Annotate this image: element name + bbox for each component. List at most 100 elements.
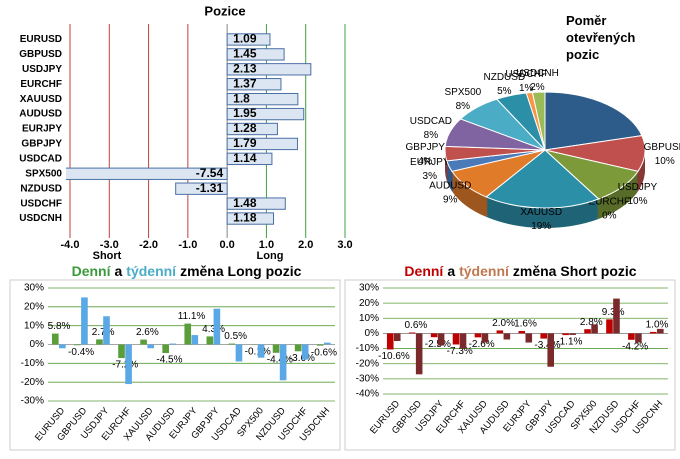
category-label: USDCNH xyxy=(19,213,62,224)
y-tick-label: 10% xyxy=(24,320,44,331)
y-tick-label: -20% xyxy=(21,377,44,388)
slice-label: AUDUSD xyxy=(429,180,471,191)
y-tick-label: -10% xyxy=(356,343,379,354)
value-label: 2.8% xyxy=(580,317,603,328)
title-part: týdenní xyxy=(126,263,177,279)
value-label: 1.37 xyxy=(233,76,257,90)
bar xyxy=(226,107,305,121)
value-label: 1.6% xyxy=(514,319,537,330)
category-label: XAUUSD xyxy=(20,94,62,105)
value-label: -7.3% xyxy=(447,346,473,357)
bar xyxy=(184,323,192,345)
bar xyxy=(226,197,286,210)
value-label: -0.4% xyxy=(68,347,94,358)
bar xyxy=(226,78,282,91)
bar xyxy=(59,344,66,349)
bar xyxy=(191,335,199,345)
category-label: AUDUSD xyxy=(19,109,62,120)
slice-label: USDCAD xyxy=(410,116,452,127)
chart-title: Pozice xyxy=(204,3,245,18)
bar xyxy=(118,344,125,359)
category-label: USDCAD xyxy=(19,153,62,164)
value-label: -10.6% xyxy=(378,351,410,362)
slice-value: 5% xyxy=(497,86,512,97)
panel xyxy=(344,279,676,451)
y-tick-label: 30% xyxy=(359,283,379,294)
bar xyxy=(657,328,664,334)
bar xyxy=(226,212,274,225)
slice-label: SPX500 xyxy=(445,87,482,98)
slice-value: 9% xyxy=(443,194,458,205)
pie-slice xyxy=(485,149,600,209)
value-label: -2.6% xyxy=(469,339,495,350)
slice-value: 3% xyxy=(423,171,438,182)
bar xyxy=(650,331,657,334)
slice-value: 19% xyxy=(531,221,551,232)
pie-title: Poměr otevřených pozic xyxy=(566,13,636,62)
bar xyxy=(562,333,569,336)
title-part: Denní xyxy=(404,263,444,279)
slice-label: GBPUSD xyxy=(644,142,680,153)
y-tick-label: 0% xyxy=(365,328,380,339)
value-label: -4.5% xyxy=(156,355,182,366)
bar xyxy=(66,167,228,180)
value-label: 2.0% xyxy=(492,318,515,329)
bar xyxy=(437,333,445,346)
bar xyxy=(147,344,154,349)
bar xyxy=(459,333,467,349)
category-label: NZDUSD xyxy=(20,183,62,194)
x-tick-label: 2.0 xyxy=(298,239,313,251)
value-label: 1.8 xyxy=(233,91,250,105)
panel xyxy=(9,279,341,451)
bar xyxy=(540,333,547,339)
x-tick-label: 3.0 xyxy=(337,239,352,251)
value-label: 0.5% xyxy=(224,331,247,342)
x-tick-label: -2.0 xyxy=(139,239,158,251)
value-label: 1.48 xyxy=(233,196,257,210)
value-label: 1.0% xyxy=(646,320,669,331)
x-tick-label: 0.0 xyxy=(219,239,234,251)
pie-slice xyxy=(531,91,546,151)
category-label: SPX500 xyxy=(25,168,62,179)
bar xyxy=(226,152,273,166)
pie-slice xyxy=(544,91,643,151)
value-label: -4.2% xyxy=(622,341,648,352)
bar xyxy=(584,329,591,334)
title-part: Denní xyxy=(72,263,112,279)
slice-value: 1% xyxy=(519,83,534,94)
value-label: 1.09 xyxy=(233,32,257,46)
bar xyxy=(591,324,598,334)
value-label: 2.13 xyxy=(233,61,257,75)
slice-label: EURJPY xyxy=(410,157,450,168)
bar xyxy=(386,333,394,350)
category-label: USDJPY xyxy=(22,64,62,75)
bar xyxy=(635,333,642,343)
bar xyxy=(518,331,526,334)
bar xyxy=(226,33,271,46)
bar xyxy=(51,333,59,345)
bar xyxy=(430,333,438,338)
bar xyxy=(96,339,103,345)
bar xyxy=(316,344,324,346)
y-tick-label: -40% xyxy=(356,389,379,400)
bar xyxy=(474,333,482,338)
bar xyxy=(481,333,489,343)
value-label: 11.1% xyxy=(178,311,206,322)
bar xyxy=(496,330,504,334)
bar xyxy=(226,48,285,61)
x-tick-label: 1.0 xyxy=(259,239,274,251)
bar xyxy=(226,137,298,151)
slice-label: USDCHF xyxy=(505,69,547,80)
bar xyxy=(393,333,401,341)
title-part: týdenní xyxy=(459,263,510,279)
bar xyxy=(525,333,533,343)
category-label: EURCHF xyxy=(20,79,62,90)
bar xyxy=(175,182,228,195)
y-tick-label: 10% xyxy=(359,313,379,324)
bar xyxy=(323,342,331,345)
y-tick-label: 30% xyxy=(24,283,44,294)
bar xyxy=(213,308,221,345)
slice-value: 8% xyxy=(424,130,439,141)
bar xyxy=(547,333,554,367)
title-part: a xyxy=(447,263,455,279)
